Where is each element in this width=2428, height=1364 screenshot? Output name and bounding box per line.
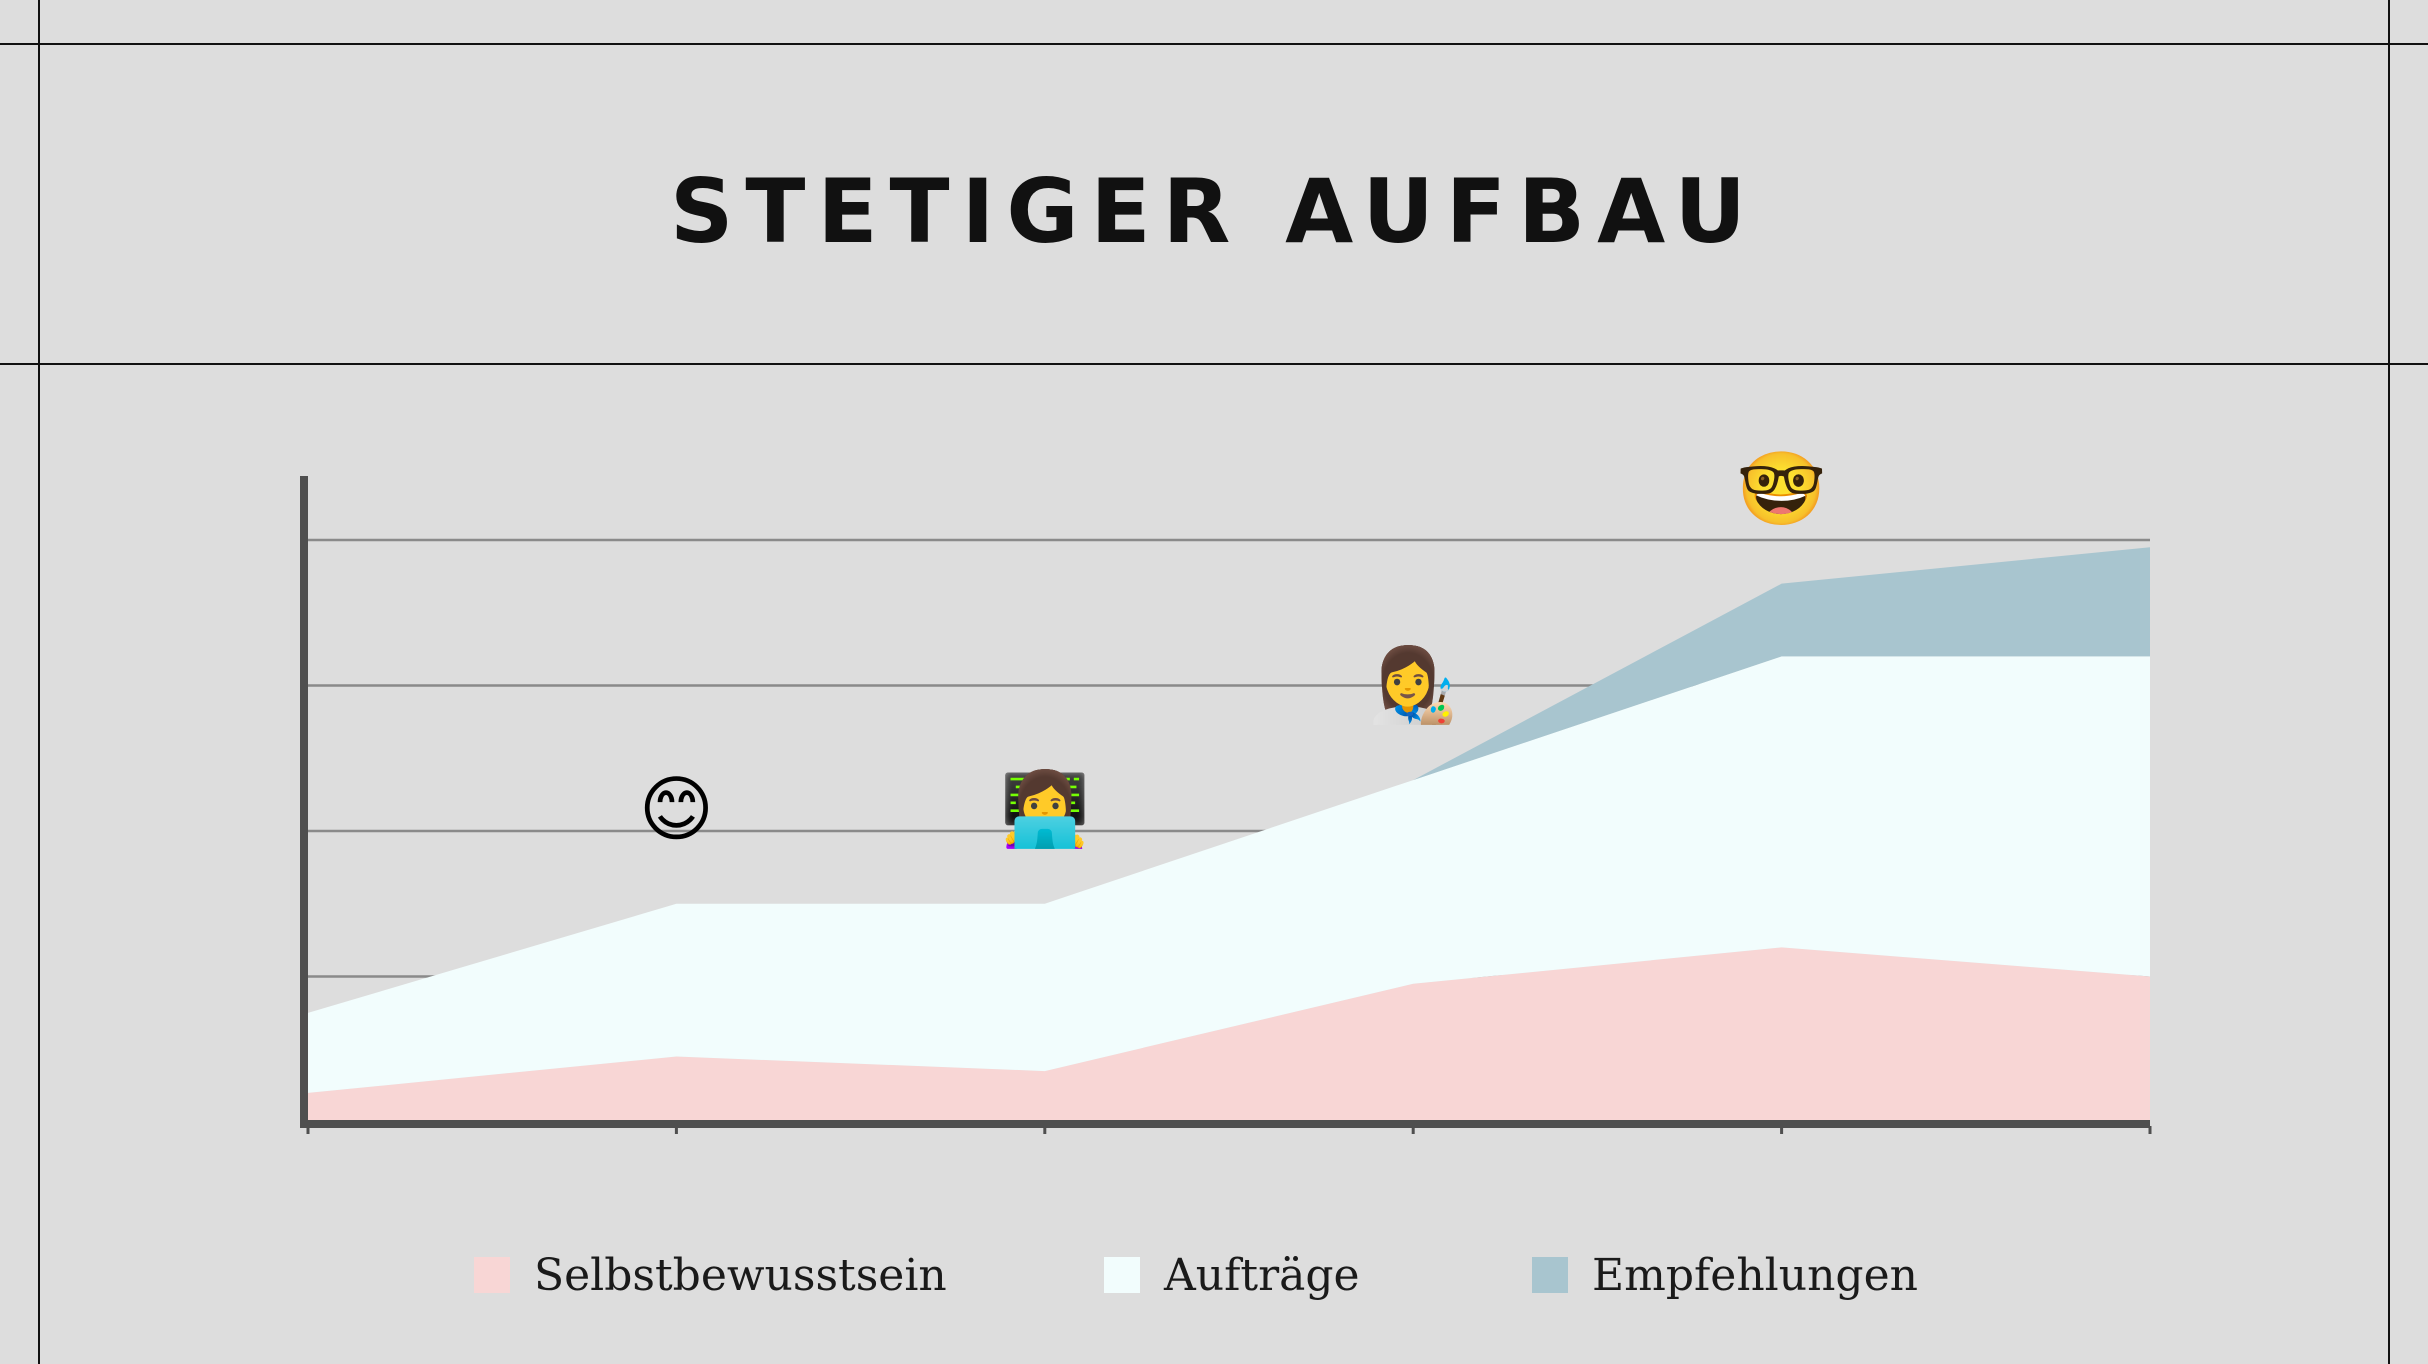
legend-label: Selbstbewusstsein [534, 1249, 947, 1301]
frame-line-left [38, 0, 40, 1364]
legend-item: Aufträge [1104, 1249, 1360, 1301]
legend-item: Selbstbewusstsein [474, 1249, 947, 1301]
area-series-2 [308, 547, 2150, 1013]
legend-swatch [1104, 1257, 1140, 1293]
slide-title: STETIGER AUFBAU [670, 160, 1758, 263]
legend-swatch [1532, 1257, 1568, 1293]
legend-label: Empfehlungen [1592, 1249, 1918, 1301]
frame-line-title-bottom [0, 363, 2428, 365]
woman-artist-icon: 👩‍🎨 [1368, 643, 1458, 727]
frame-line-right [2388, 0, 2390, 1364]
frame-line-top [0, 43, 2428, 45]
legend-label: Aufträge [1164, 1249, 1360, 1301]
smiling-face-icon: 😊 [639, 767, 714, 851]
area-series-0 [308, 947, 2150, 1122]
area-series-1 [308, 656, 2150, 1093]
legend-swatch [474, 1257, 510, 1293]
nerd-face-icon: 🤓 [1737, 447, 1827, 531]
legend-item: Empfehlungen [1532, 1249, 1918, 1301]
woman-technologist-icon: 👩‍💻 [1000, 767, 1090, 851]
